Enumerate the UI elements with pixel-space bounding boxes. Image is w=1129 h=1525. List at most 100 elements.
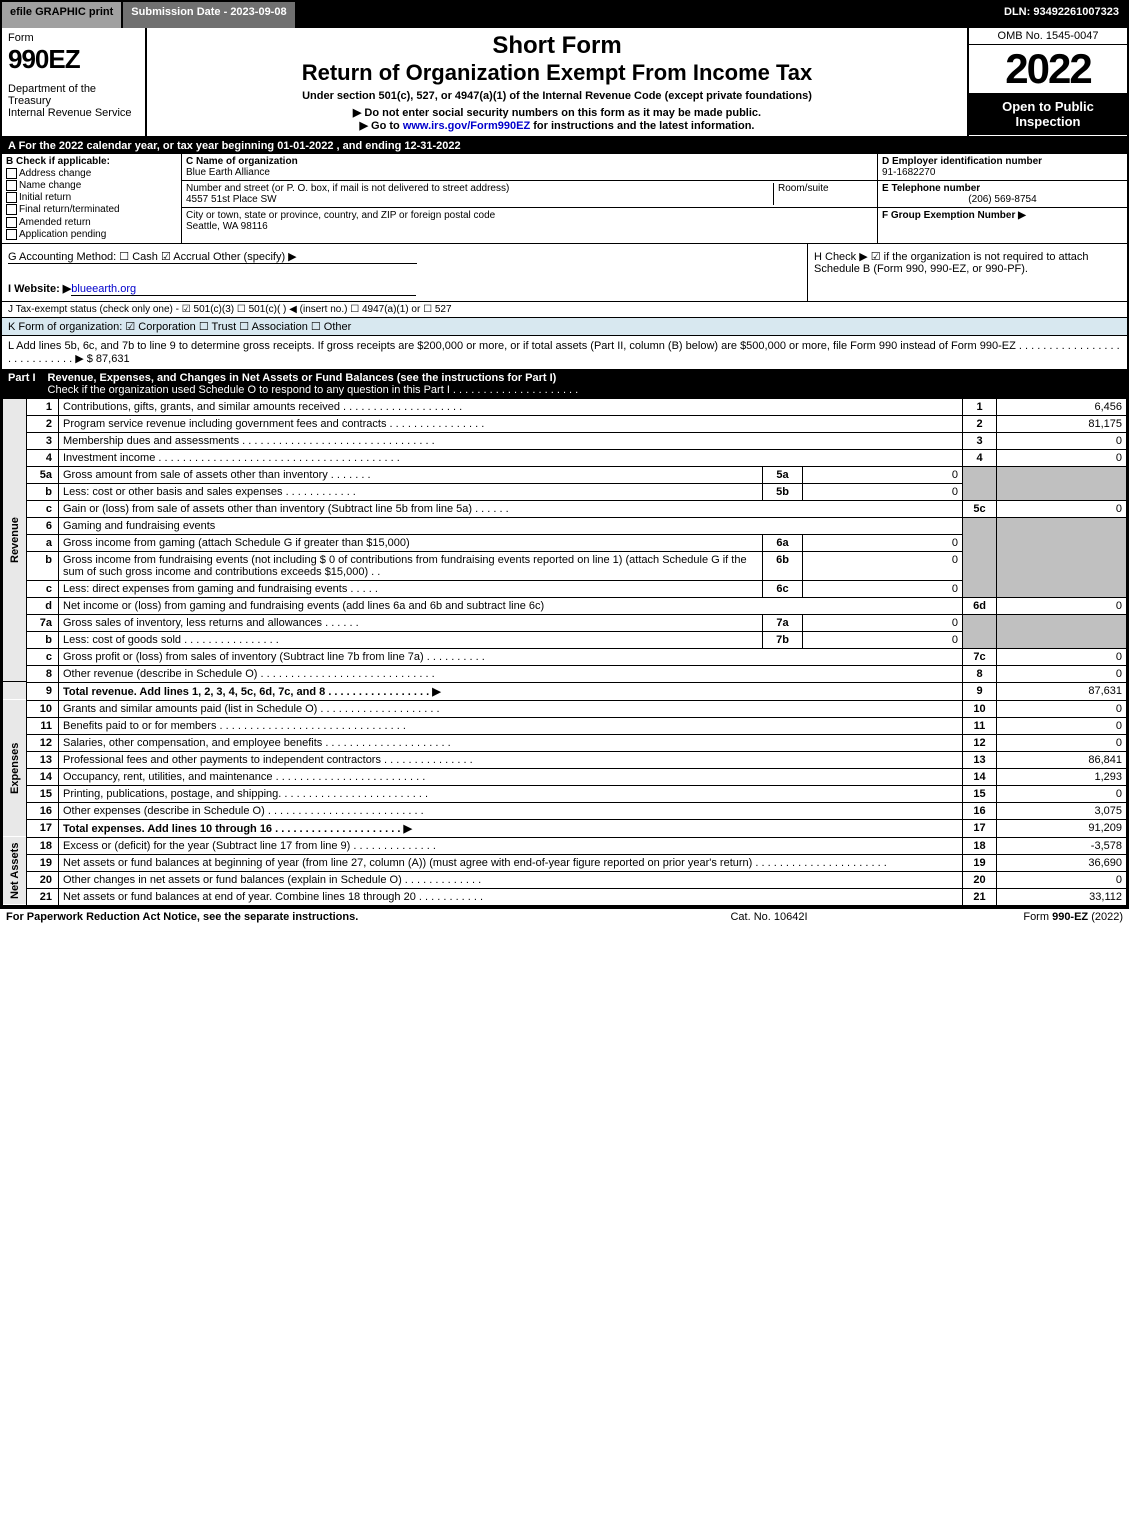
- chk-address-change[interactable]: Address change: [6, 168, 177, 179]
- l6d-num: d: [27, 597, 59, 614]
- l13-val: 86,841: [997, 751, 1127, 768]
- block-b: B Check if applicable: Address change Na…: [2, 154, 182, 243]
- l7-shade2: [997, 614, 1127, 648]
- l8-desc: Other revenue (describe in Schedule O) .…: [59, 665, 963, 682]
- l5a-num: 5a: [27, 466, 59, 483]
- l4-val: 0: [997, 449, 1127, 466]
- l10-num: 10: [27, 700, 59, 717]
- l5c-val: 0: [997, 500, 1127, 517]
- l19-rn: 19: [963, 854, 997, 871]
- header-right: OMB No. 1545-0047 2022 Open to Public In…: [967, 28, 1127, 136]
- goto-note: ▶ Go to www.irs.gov/Form990EZ for instru…: [155, 119, 959, 132]
- website-link[interactable]: blueearth.org: [71, 283, 416, 296]
- form-label: Form: [8, 32, 139, 44]
- l18-num: 18: [27, 837, 59, 854]
- l4-rn: 4: [963, 449, 997, 466]
- chk-name-change[interactable]: Name change: [6, 180, 177, 191]
- header-left: Form 990EZ Department of the Treasury In…: [2, 28, 147, 136]
- line-l-gross-receipts: L Add lines 5b, 6c, and 7b to line 9 to …: [2, 336, 1127, 370]
- l6a-desc: Gross income from gaming (attach Schedul…: [59, 534, 763, 551]
- return-title: Return of Organization Exempt From Incom…: [155, 60, 959, 86]
- chk-final-return[interactable]: Final return/terminated: [6, 204, 177, 215]
- tel-value: (206) 569-8754: [882, 194, 1123, 205]
- chk-amended-return[interactable]: Amended return: [6, 217, 177, 228]
- header-mid: Short Form Return of Organization Exempt…: [147, 28, 967, 136]
- l13-num: 13: [27, 751, 59, 768]
- ssn-note: ▶ Do not enter social security numbers o…: [155, 106, 959, 119]
- l3-rn: 3: [963, 432, 997, 449]
- l9-val: 87,631: [997, 682, 1127, 700]
- l6d-rn: 6d: [963, 597, 997, 614]
- org-city: Seattle, WA 98116: [186, 221, 268, 232]
- under-section: Under section 501(c), 527, or 4947(a)(1)…: [155, 90, 959, 102]
- l6-num: 6: [27, 517, 59, 534]
- l11-num: 11: [27, 717, 59, 734]
- l2-num: 2: [27, 415, 59, 432]
- tax-year: 2022: [969, 45, 1127, 93]
- l6b-desc: Gross income from fundraising events (no…: [59, 551, 763, 580]
- l1-rn: 1: [963, 398, 997, 415]
- form-number: 990EZ: [8, 44, 139, 75]
- addr-label: Number and street (or P. O. box, if mail…: [186, 183, 509, 194]
- omb-number: OMB No. 1545-0047: [969, 28, 1127, 45]
- l20-rn: 20: [963, 871, 997, 888]
- l2-val: 81,175: [997, 415, 1127, 432]
- l21-num: 21: [27, 888, 59, 905]
- l9-num: 9: [27, 682, 59, 700]
- l5c-desc: Gain or (loss) from sale of assets other…: [59, 500, 963, 517]
- footer-mid: Cat. No. 10642I: [515, 911, 1024, 923]
- part-i-num: Part I: [8, 372, 36, 396]
- l8-val: 0: [997, 665, 1127, 682]
- l17-rn: 17: [963, 819, 997, 837]
- l6c-sv: 0: [803, 580, 963, 597]
- l10-desc: Grants and similar amounts paid (list in…: [59, 700, 963, 717]
- l10-rn: 10: [963, 700, 997, 717]
- l17-desc: Total expenses. Add lines 10 through 16 …: [59, 819, 963, 837]
- l8-rn: 8: [963, 665, 997, 682]
- room-suite: Room/suite: [773, 183, 873, 205]
- chk-initial-return[interactable]: Initial return: [6, 192, 177, 203]
- l5b-num: b: [27, 483, 59, 500]
- l6a-num: a: [27, 534, 59, 551]
- l7a-desc: Gross sales of inventory, less returns a…: [59, 614, 763, 631]
- row-a-tax-year: A For the 2022 calendar year, or tax yea…: [2, 138, 1127, 154]
- l5a-desc: Gross amount from sale of assets other t…: [59, 466, 763, 483]
- l5b-sn: 5b: [763, 483, 803, 500]
- block-g-i: G Accounting Method: ☐ Cash ☑ Accrual Ot…: [2, 244, 807, 301]
- l20-val: 0: [997, 871, 1127, 888]
- topbar: efile GRAPHIC print Submission Date - 20…: [2, 2, 1127, 28]
- l6-shade: [963, 517, 997, 597]
- efile-print-button[interactable]: efile GRAPHIC print: [2, 2, 123, 28]
- l2-desc: Program service revenue including govern…: [59, 415, 963, 432]
- org-address: 4557 51st Place SW: [186, 194, 277, 205]
- l6d-desc: Net income or (loss) from gaming and fun…: [59, 597, 963, 614]
- side-rev-end: [3, 682, 27, 700]
- l20-desc: Other changes in net assets or fund bala…: [59, 871, 963, 888]
- l7c-desc: Gross profit or (loss) from sales of inv…: [59, 648, 963, 665]
- tel-row: E Telephone number(206) 569-8754: [878, 181, 1127, 208]
- l7c-val: 0: [997, 648, 1127, 665]
- l5c-num: c: [27, 500, 59, 517]
- l8-num: 8: [27, 665, 59, 682]
- dept-treasury: Department of the Treasury Internal Reve…: [8, 83, 139, 119]
- l15-num: 15: [27, 785, 59, 802]
- org-name: Blue Earth Alliance: [186, 167, 270, 178]
- footer-right: Form 990-EZ (2022): [1023, 911, 1123, 923]
- part-i-checkbox[interactable]: [1101, 372, 1121, 396]
- l1-val: 6,456: [997, 398, 1127, 415]
- l14-num: 14: [27, 768, 59, 785]
- l14-desc: Occupancy, rent, utilities, and maintena…: [59, 768, 963, 785]
- side-revenue: Revenue: [3, 398, 27, 682]
- short-form-title: Short Form: [155, 32, 959, 60]
- c-name-label: C Name of organization: [186, 156, 298, 167]
- l13-rn: 13: [963, 751, 997, 768]
- irs-link[interactable]: www.irs.gov/Form990EZ: [403, 120, 530, 132]
- l7a-sn: 7a: [763, 614, 803, 631]
- open-inspection: Open to Public Inspection: [969, 93, 1127, 135]
- l6c-num: c: [27, 580, 59, 597]
- chk-application-pending[interactable]: Application pending: [6, 229, 177, 240]
- city-label: City or town, state or province, country…: [186, 210, 495, 221]
- l17-val: 91,209: [997, 819, 1127, 837]
- block-c: C Name of organizationBlue Earth Allianc…: [182, 154, 877, 243]
- group-exempt-row: F Group Exemption Number ▶: [878, 208, 1127, 223]
